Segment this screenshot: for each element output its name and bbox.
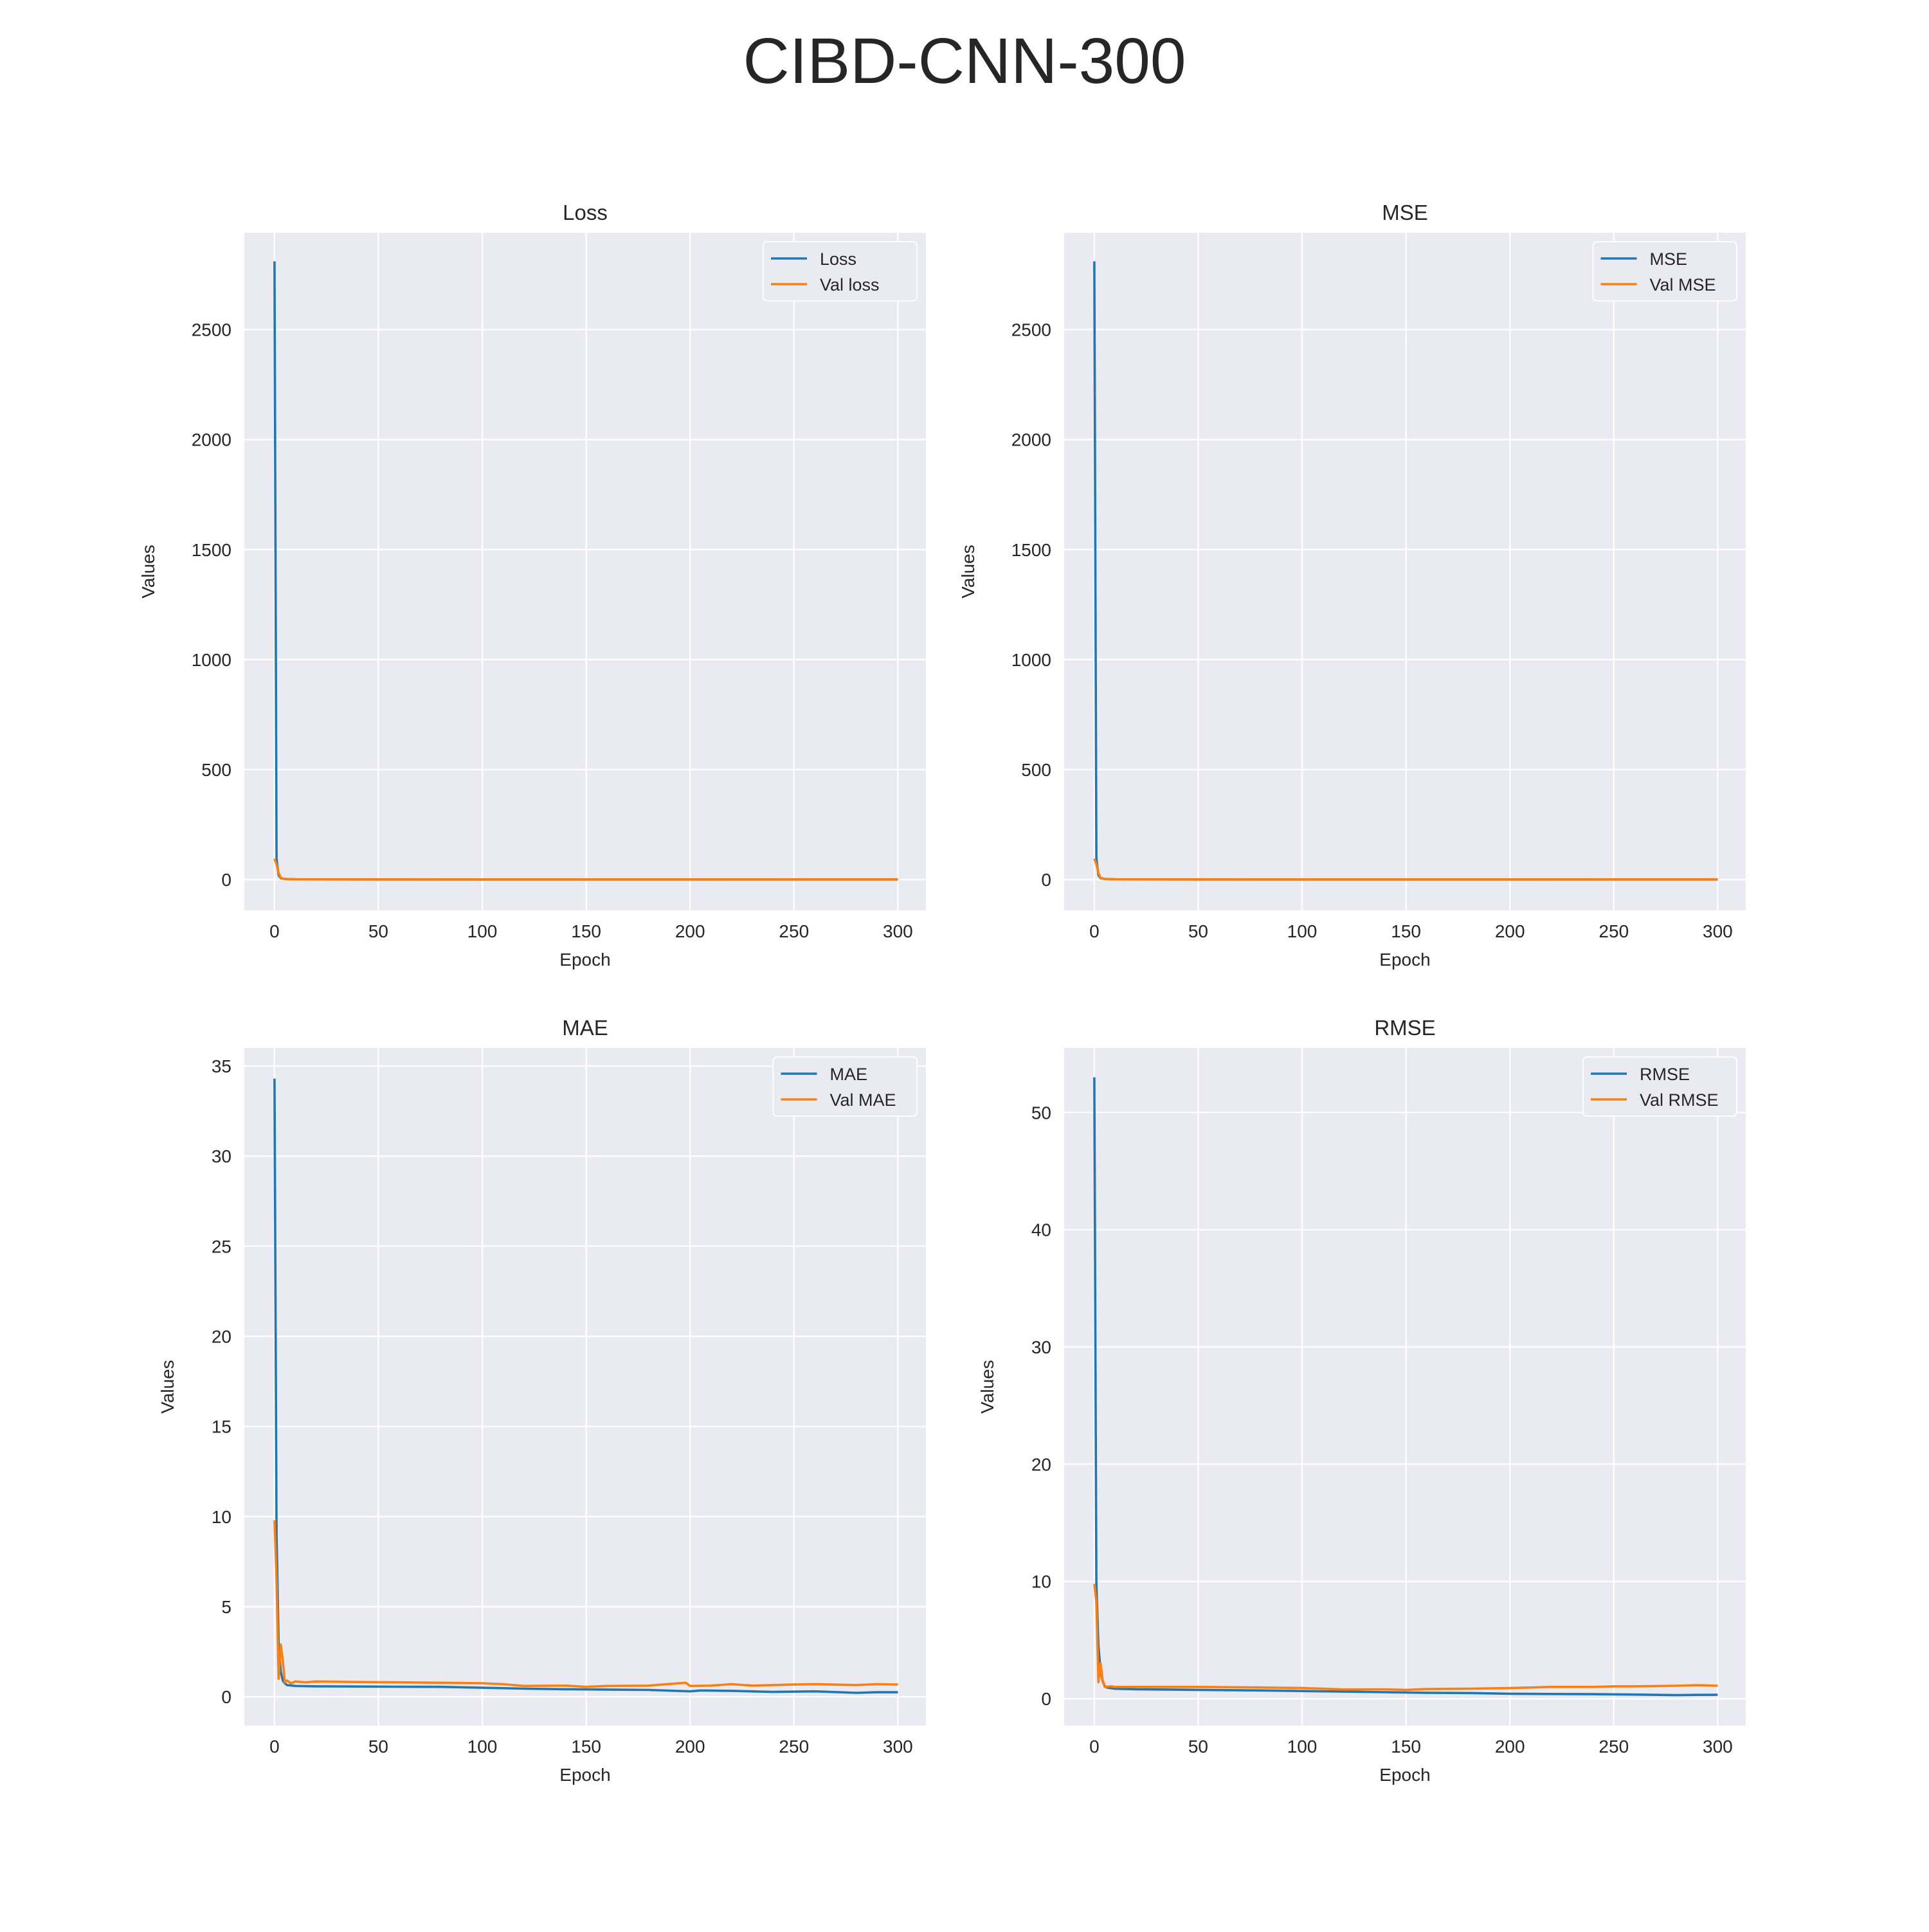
mse-chart-y-tick-label: 1000 — [1011, 650, 1051, 670]
rmse-chart-y-tick-label: 0 — [1041, 1689, 1051, 1709]
mse-chart-y-tick-label: 0 — [1041, 870, 1051, 890]
mae-chart-x-tick-label: 200 — [675, 1737, 705, 1756]
mse-chart-y-tick-label: 500 — [1021, 760, 1051, 780]
rmse-chart-y-tick-label: 40 — [1031, 1220, 1051, 1240]
mse-chart-x-tick-label: 300 — [1703, 921, 1733, 941]
loss-chart-x-tick-label: 150 — [571, 921, 601, 941]
loss-chart-x-axis-label: Epoch — [559, 950, 610, 970]
mse-chart-legend-label-val-mse: Val MSE — [1650, 275, 1716, 294]
mse-chart-y-tick-label: 2500 — [1011, 320, 1051, 340]
rmse-chart-x-tick-label: 50 — [1188, 1737, 1208, 1756]
mse-chart-legend: MSE Val MSE — [1592, 241, 1737, 302]
loss-chart-x-tick-label: 200 — [675, 921, 705, 941]
loss-chart-x-tick-label: 0 — [269, 921, 280, 941]
mse-chart-y-tick-label: 2000 — [1011, 430, 1051, 450]
rmse-chart-x-tick-label: 300 — [1703, 1737, 1733, 1756]
mae-chart-y-axis-label: Values — [158, 1360, 177, 1414]
mae-chart-y-tick-label: 5 — [221, 1597, 231, 1617]
rmse-chart-legend-box — [1582, 1056, 1737, 1117]
rmse-chart-y-axis-label: Values — [977, 1360, 997, 1414]
mse-chart-x-tick-label: 150 — [1391, 921, 1421, 941]
mse-chart-x-tick-label: 200 — [1495, 921, 1525, 941]
mae-chart: 0 50 100 150 200 250 300 0 5 10 15 20 25 30 35 Epoch Val… — [158, 1016, 926, 1785]
mae-chart-x-tick-label: 250 — [779, 1737, 809, 1756]
rmse-chart-x-axis-label: Epoch — [1379, 1765, 1430, 1785]
mse-chart-x-tick-label: 0 — [1089, 921, 1100, 941]
loss-chart-y-tick-label: 2000 — [192, 430, 231, 450]
loss-chart-x-tick-label: 250 — [779, 921, 809, 941]
mae-chart-x-tick-label: 50 — [368, 1737, 388, 1756]
rmse-chart: 0 50 100 150 200 250 300 0 10 20 30 40 50 Epoch Values… — [977, 1016, 1746, 1785]
mae-chart-y-tick-label: 10 — [212, 1507, 231, 1527]
loss-chart-y-tick-label: 1500 — [192, 540, 231, 560]
rmse-chart-title: RMSE — [1374, 1016, 1435, 1040]
loss-chart-x-tick-label: 100 — [467, 921, 498, 941]
loss-chart-x-tick-label: 300 — [883, 921, 913, 941]
loss-chart-y-tick-label: 1000 — [192, 650, 231, 670]
loss-chart-legend: Loss Val loss — [763, 241, 918, 302]
mse-chart-x-tick-label: 100 — [1287, 921, 1318, 941]
loss-chart-y-axis-label: Values — [138, 545, 158, 599]
mae-chart-y-tick-label: 25 — [212, 1236, 231, 1256]
mae-chart-plot-area — [244, 1048, 926, 1726]
mae-chart-x-tick-label: 300 — [883, 1737, 913, 1756]
mse-chart-series-val-mse — [1093, 858, 1718, 881]
mse-chart-y-tick-label: 1500 — [1011, 540, 1051, 560]
loss-chart-series-val-loss — [273, 858, 898, 881]
mae-chart-x-tick-label: 0 — [269, 1737, 280, 1756]
mae-chart-title: MAE — [562, 1016, 608, 1040]
loss-chart-legend-box — [763, 241, 918, 302]
loss-chart-plot-area — [244, 233, 926, 910]
rmse-chart-x-tick-label: 250 — [1598, 1737, 1629, 1756]
figure-title: CIBD-CNN-300 — [743, 25, 1186, 97]
rmse-chart-y-tick-label: 30 — [1031, 1337, 1051, 1357]
mae-chart-y-tick-label: 15 — [212, 1417, 231, 1437]
mae-chart-y-tick-label: 35 — [212, 1056, 231, 1076]
mse-chart: 0 50 100 150 200 250 300 0 500 1000 1500 2000 2500 Ep… — [958, 201, 1746, 970]
rmse-chart-legend-label-rmse: RMSE — [1640, 1065, 1690, 1084]
mae-chart-x-tick-label: 100 — [467, 1737, 498, 1756]
loss-chart-y-tick-label: 500 — [201, 760, 231, 780]
loss-chart-y-tick-label: 2500 — [192, 320, 231, 340]
mse-chart-legend-box — [1592, 241, 1737, 302]
rmse-chart-legend: RMSE Val RMSE — [1582, 1056, 1737, 1117]
rmse-chart-plot-area — [1064, 1048, 1746, 1726]
loss-chart-title: Loss — [563, 201, 608, 224]
mse-chart-x-tick-label: 250 — [1598, 921, 1629, 941]
loss-chart: 0 50 100 150 200 250 300 0 500 1000 1500 2000 2500 Ep… — [138, 201, 926, 970]
mae-chart-legend-label-mae: MAE — [830, 1065, 868, 1084]
mse-chart-title: MSE — [1382, 201, 1428, 224]
mae-chart-legend: MAE Val MAE — [772, 1056, 918, 1117]
rmse-chart-x-tick-label: 200 — [1495, 1737, 1525, 1756]
rmse-chart-x-tick-label: 0 — [1089, 1737, 1100, 1756]
rmse-chart-series-val-rmse — [1093, 1584, 1718, 1692]
mae-chart-y-tick-label: 20 — [212, 1327, 231, 1347]
mae-chart-y-tick-label: 0 — [221, 1687, 231, 1707]
mae-chart-y-tick-label: 30 — [212, 1146, 231, 1166]
mse-chart-x-tick-label: 50 — [1188, 921, 1208, 941]
mse-chart-x-axis-label: Epoch — [1379, 950, 1430, 970]
mae-chart-legend-label-val-mae: Val MAE — [830, 1090, 896, 1110]
loss-chart-legend-label-loss: Loss — [820, 249, 856, 269]
mae-chart-x-tick-label: 150 — [571, 1737, 601, 1756]
loss-chart-x-tick-label: 50 — [368, 921, 388, 941]
rmse-chart-y-tick-label: 20 — [1031, 1454, 1051, 1474]
rmse-chart-y-tick-label: 10 — [1031, 1572, 1051, 1592]
rmse-chart-x-tick-label: 100 — [1287, 1737, 1318, 1756]
mse-chart-legend-label-mse: MSE — [1650, 249, 1688, 269]
rmse-chart-y-tick-label: 50 — [1031, 1103, 1051, 1123]
mae-chart-series-val-mae — [273, 1520, 898, 1688]
mse-chart-y-axis-label: Values — [958, 545, 978, 599]
loss-chart-y-tick-label: 0 — [221, 870, 231, 890]
mae-chart-series-mae — [273, 1078, 898, 1694]
rmse-chart-legend-label-val-rmse: Val RMSE — [1640, 1090, 1719, 1110]
loss-chart-legend-label-val-loss: Val loss — [820, 275, 880, 294]
mae-chart-legend-box — [772, 1056, 918, 1117]
mse-chart-plot-area — [1064, 233, 1746, 910]
mae-chart-x-axis-label: Epoch — [559, 1765, 610, 1785]
rmse-chart-x-tick-label: 150 — [1391, 1737, 1421, 1756]
